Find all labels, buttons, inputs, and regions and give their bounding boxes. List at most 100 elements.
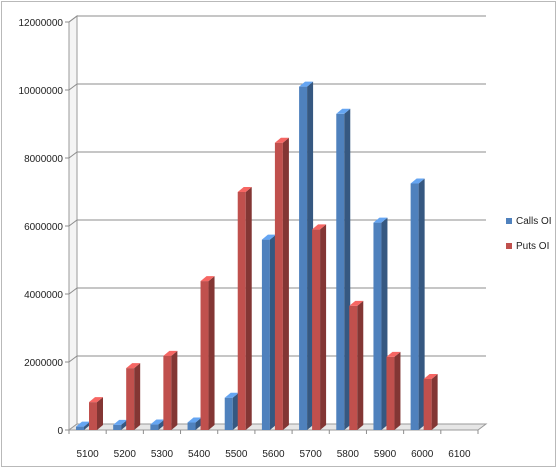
bar-front: [224, 397, 233, 430]
bar-top: [373, 217, 388, 223]
bar-front: [274, 142, 283, 430]
bar-calls-oi-5300: [150, 419, 165, 430]
y-tick-label: 6000000: [24, 222, 63, 233]
bar-top: [299, 81, 314, 87]
bar-front: [410, 183, 419, 430]
bar-puts-oi-5800: [349, 300, 364, 430]
bar-side: [282, 137, 289, 430]
bar-front: [187, 422, 196, 430]
legend-swatch-puts-oi: [506, 243, 512, 249]
bar-puts-oi-5600: [274, 137, 289, 430]
bar-side: [431, 374, 438, 430]
bar-top: [163, 350, 178, 356]
legend-swatch-calls-oi: [506, 218, 512, 224]
bar-puts-oi-5300: [163, 350, 178, 430]
bar-front: [200, 281, 209, 430]
x-tick-label: 5200: [114, 449, 137, 460]
bar-calls-oi-5700: [299, 81, 314, 430]
bar-puts-oi-5400: [200, 276, 215, 430]
bar-side: [344, 108, 351, 431]
bar-top: [76, 421, 90, 427]
bar-front: [373, 222, 382, 430]
bar-puts-oi-5700: [312, 224, 327, 430]
y-tick-label: 0: [57, 426, 63, 437]
bar-side: [84, 421, 90, 430]
x-axis-tick-labels: 5100 5200 5300 5400 5500 5600 5700 5800 5900 6000…: [76, 449, 471, 460]
x-tick-label: 5800: [337, 449, 360, 460]
x-tick-label: 5900: [374, 449, 397, 460]
bar-calls-oi-5400: [187, 417, 202, 430]
bar-side: [357, 300, 364, 430]
y-tick-label: 4000000: [24, 290, 63, 301]
bar-puts-oi-5900: [386, 351, 401, 430]
bar-side: [320, 224, 327, 430]
gridline: [68, 15, 486, 23]
bar-calls-oi-5200: [113, 419, 128, 430]
x-tick-label: 5600: [262, 449, 285, 460]
bar-side: [381, 217, 388, 430]
bar-front: [89, 402, 97, 430]
bar-top: [336, 108, 351, 114]
bar-front: [126, 368, 135, 430]
bar-front: [386, 356, 395, 430]
bar-top: [386, 351, 401, 357]
bar-calls-oi-5600: [261, 234, 276, 430]
bar-top: [200, 276, 215, 282]
bar-calls-oi-6000: [410, 178, 425, 430]
bar-top: [237, 187, 252, 192]
legend: Calls OI Puts OI: [506, 216, 552, 252]
bar-top: [349, 300, 364, 306]
x-tick-label: 5700: [300, 449, 323, 460]
bar-top: [89, 397, 103, 403]
bar-front: [150, 424, 159, 430]
bar-front: [237, 192, 246, 430]
bar-side: [97, 397, 103, 430]
bar-puts-oi-5100: [89, 397, 103, 430]
bar-side: [195, 417, 202, 430]
bar-side: [245, 187, 252, 430]
x-tick-label: 6100: [448, 449, 471, 460]
bar-calls-oi-5800: [336, 108, 351, 431]
bar-top: [113, 419, 128, 425]
x-tick-label: 5400: [188, 449, 211, 460]
bar-side: [121, 419, 128, 430]
bar-top: [410, 178, 425, 184]
legend-label-puts-oi: Puts OI: [516, 241, 549, 252]
bar-top: [126, 363, 141, 369]
bar-top: [274, 137, 289, 143]
bar-side: [418, 178, 425, 430]
bar-side: [269, 234, 276, 430]
bar-front: [312, 229, 321, 430]
bar-side: [232, 392, 239, 430]
bar-side: [171, 350, 178, 430]
bar-front: [423, 379, 432, 430]
bar-puts-oi-6000: [423, 374, 438, 430]
bars: [76, 81, 438, 431]
bar-top: [187, 417, 202, 423]
y-tick-label: 12000000: [19, 18, 64, 29]
bar-side: [307, 81, 314, 430]
bar-front: [261, 239, 270, 430]
bar-puts-oi-5500: [237, 187, 252, 430]
legend-label-calls-oi: Calls OI: [516, 216, 552, 227]
x-tick-label: 5500: [225, 449, 248, 460]
bar-front: [336, 113, 345, 431]
bar-front: [299, 86, 308, 430]
y-tick-label: 10000000: [19, 86, 64, 97]
bar-side: [394, 351, 401, 430]
bar-side: [134, 363, 141, 430]
bar-calls-oi-5100: [76, 421, 90, 430]
y-tick-label: 2000000: [24, 358, 63, 369]
y-tick-label: 8000000: [24, 154, 63, 165]
bar-side: [208, 276, 215, 430]
bar-front: [76, 426, 84, 430]
bar-top: [261, 234, 276, 240]
bar-front: [163, 355, 172, 430]
bar-top: [423, 374, 438, 379]
gridline: [68, 83, 486, 91]
bar-calls-oi-5900: [373, 217, 388, 430]
bar-top: [312, 224, 327, 230]
x-tick-label: 6000: [411, 449, 434, 460]
bar-side: [158, 419, 165, 430]
